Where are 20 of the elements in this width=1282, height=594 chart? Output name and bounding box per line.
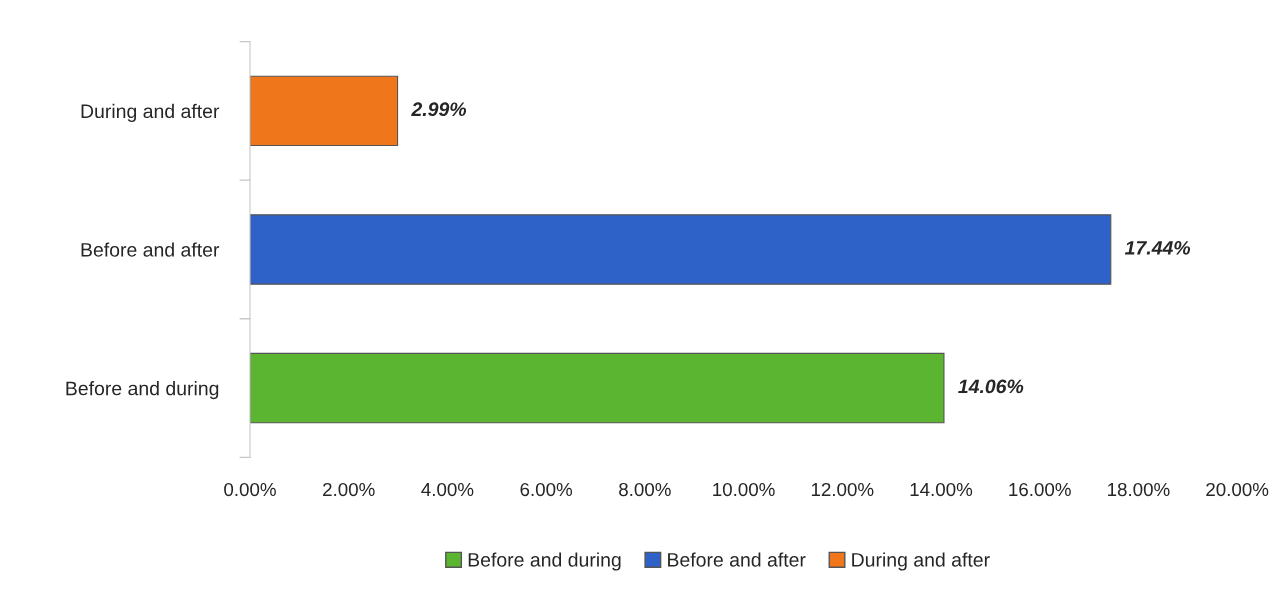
x-tick-label: 10.00% [713,482,775,497]
data-label: 14.06% [958,379,1024,394]
x-tick-label: 6.00% [520,482,573,497]
x-tick-label: 4.00% [421,482,474,497]
x-tick-label: 2.00% [323,482,375,497]
y-tick-label: During and after [81,103,220,122]
data-label: 2.99% [411,102,467,117]
data-label: 17.44% [1124,241,1191,255]
legend-label: Before and during [468,552,621,571]
y-tick-label: Before and during [66,381,219,400]
x-tick-label: 12.00% [811,482,874,497]
x-tick-label: 8.00% [619,482,671,497]
x-tick-label: 16.00% [1009,482,1071,497]
x-tick-label: 18.00% [1108,482,1170,497]
x-tick-label: 20.00% [1206,482,1269,497]
y-tick-label: Before and after [81,242,220,257]
x-tick-label: 14.00% [910,482,973,497]
x-tick-label: 0.00% [224,482,276,497]
legend-label: During and after [852,552,990,571]
legend-label: Before and after [668,552,806,567]
